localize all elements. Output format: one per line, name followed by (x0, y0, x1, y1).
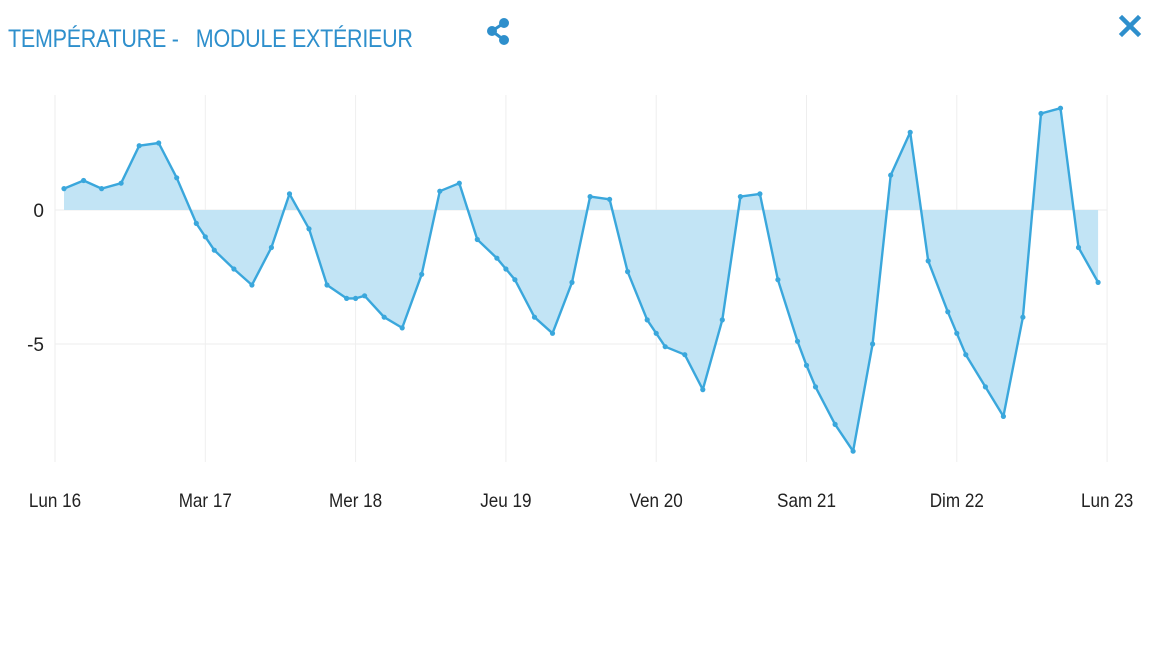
data-point (174, 175, 180, 181)
x-tick-label: Dim 22 (930, 490, 984, 511)
share-icon[interactable] (484, 16, 512, 48)
share-icon-glyph (487, 18, 509, 45)
data-point (549, 330, 556, 336)
data-point (954, 330, 960, 336)
data-point (61, 186, 67, 192)
data-point (381, 314, 387, 320)
data-point (193, 220, 199, 226)
data-point (1020, 314, 1026, 320)
data-point (419, 271, 425, 277)
data-point (907, 129, 913, 135)
x-tick-label: Sam 21 (777, 490, 836, 511)
data-point (888, 172, 894, 178)
data-point (812, 384, 819, 390)
data-point (202, 234, 208, 240)
chart-area (64, 108, 1099, 452)
data-point (982, 384, 989, 390)
data-point (644, 317, 650, 323)
chart-points (61, 105, 1101, 454)
data-point (587, 194, 593, 200)
data-point (653, 330, 659, 336)
chart-title: TEMPÉRATURE - MODULE EXTÉRIEUR (8, 24, 413, 53)
x-tick-label: Mer 18 (329, 490, 382, 511)
data-point (474, 236, 480, 243)
data-point (249, 282, 255, 288)
data-point (607, 196, 613, 202)
data-point (231, 266, 237, 272)
area-fill (64, 108, 1099, 452)
data-point (870, 341, 876, 347)
data-point (757, 191, 763, 197)
data-point (963, 352, 969, 358)
x-axis-ticks: Lun 16 Mar 17 Mer 18 Jeu 19 Ven 20 Sam 21 Dim … (29, 490, 1133, 511)
chart-header: TEMPÉRATURE - MODULE EXTÉRIEUR (8, 14, 479, 64)
data-point (1075, 244, 1082, 251)
data-point (324, 282, 330, 288)
data-point (945, 309, 951, 315)
close-icon[interactable] (1116, 12, 1144, 40)
data-point (625, 269, 631, 275)
data-point (81, 177, 87, 184)
data-point (1000, 413, 1007, 419)
data-point (503, 266, 509, 272)
data-point (662, 344, 668, 350)
data-point (569, 279, 575, 285)
data-point (1095, 279, 1101, 285)
data-point (136, 143, 142, 149)
data-point (344, 295, 350, 301)
data-point (1057, 105, 1064, 111)
data-point (512, 277, 518, 283)
data-point (268, 244, 274, 251)
data-point (531, 314, 538, 320)
x-tick-label: Mar 17 (179, 490, 232, 511)
data-point (775, 277, 781, 283)
data-point (118, 180, 124, 186)
x-tick-label: Lun 23 (1081, 490, 1133, 511)
x-tick-label: Ven 20 (630, 490, 683, 511)
data-point (850, 448, 856, 454)
data-point (156, 140, 162, 146)
chart-line (63, 106, 1100, 453)
x-tick-label: Lun 16 (29, 490, 81, 511)
data-point (737, 194, 744, 200)
data-point (719, 317, 725, 323)
data-point (437, 188, 443, 194)
data-point (286, 191, 293, 197)
data-point (794, 338, 801, 344)
data-point (682, 352, 688, 358)
data-point (362, 293, 368, 299)
data-point (1038, 110, 1044, 117)
data-point (99, 186, 105, 192)
data-point (456, 180, 462, 186)
series-line (63, 106, 1100, 453)
data-point (306, 226, 312, 232)
x-tick-label: Jeu 19 (480, 490, 531, 511)
data-point (399, 325, 405, 331)
data-point (925, 258, 931, 264)
data-point (353, 295, 359, 301)
data-point (832, 421, 838, 427)
y-axis-ticks: 0 -5 (27, 201, 44, 356)
data-point (700, 387, 706, 393)
data-point (211, 247, 217, 253)
y-tick-label: 0 (33, 201, 44, 222)
data-point (803, 362, 810, 368)
close-icon-glyph (1118, 14, 1142, 38)
y-tick-label: -5 (27, 335, 44, 356)
data-point (494, 255, 500, 261)
